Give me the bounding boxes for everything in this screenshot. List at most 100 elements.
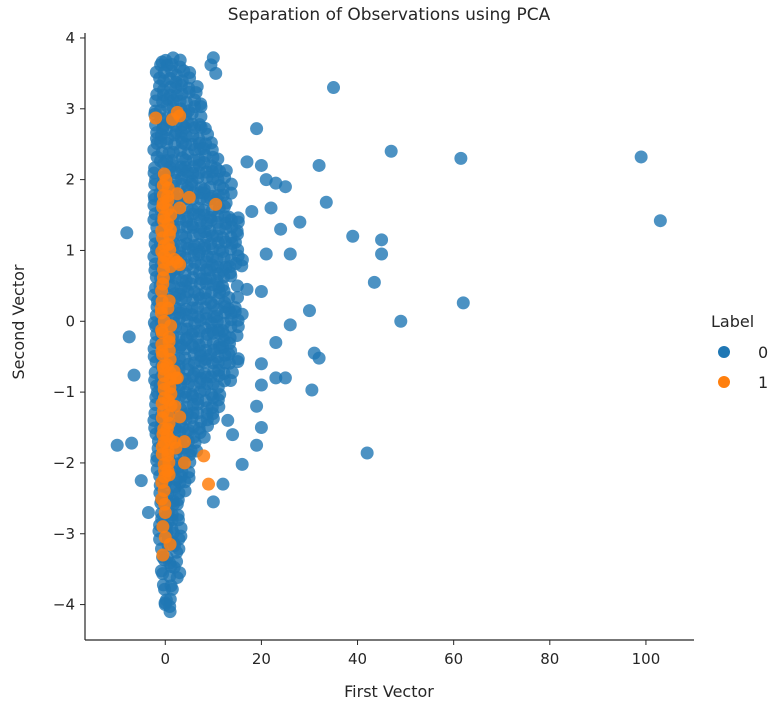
point-series-0 bbox=[278, 371, 292, 385]
point-series-0 bbox=[235, 457, 249, 471]
point-series-0 bbox=[360, 446, 374, 460]
point-series-0 bbox=[173, 566, 187, 580]
point-series-0 bbox=[384, 144, 398, 158]
point-series-0 bbox=[302, 304, 316, 318]
point-series-0 bbox=[254, 357, 268, 371]
x-tick-label: 80 bbox=[540, 650, 559, 668]
point-series-0 bbox=[216, 477, 230, 491]
point-series-0 bbox=[224, 269, 238, 283]
point-series-1 bbox=[173, 109, 187, 123]
point-series-0 bbox=[120, 226, 134, 240]
y-tick-label: −2 bbox=[53, 454, 75, 472]
point-series-0 bbox=[235, 259, 249, 273]
point-series-1 bbox=[155, 284, 169, 298]
point-series-0 bbox=[122, 330, 136, 344]
point-series-0 bbox=[206, 495, 220, 509]
point-series-1 bbox=[156, 548, 170, 562]
point-series-1 bbox=[177, 435, 191, 449]
point-series-0 bbox=[254, 285, 268, 299]
point-series-0 bbox=[240, 282, 254, 296]
point-series-0 bbox=[178, 484, 192, 498]
point-series-0 bbox=[634, 150, 648, 164]
point-series-0 bbox=[269, 336, 283, 350]
point-series-0 bbox=[274, 222, 288, 236]
point-series-1 bbox=[173, 258, 187, 272]
point-series-0 bbox=[653, 214, 667, 228]
legend-label-0: 0 bbox=[758, 343, 768, 362]
point-series-0 bbox=[367, 275, 381, 289]
point-series-0 bbox=[394, 314, 408, 328]
point-series-0 bbox=[305, 383, 319, 397]
y-tick-label: 4 bbox=[65, 29, 75, 47]
point-series-0 bbox=[312, 351, 326, 365]
point-series-1 bbox=[202, 477, 216, 491]
legend-label-1: 1 bbox=[758, 373, 768, 392]
chart-title: Separation of Observations using PCA bbox=[228, 5, 551, 25]
legend-title: Label bbox=[711, 312, 754, 331]
series-1 bbox=[149, 105, 223, 562]
point-series-0 bbox=[231, 355, 245, 369]
point-series-0 bbox=[250, 438, 264, 452]
point-series-0 bbox=[278, 180, 292, 194]
point-series-0 bbox=[312, 158, 326, 172]
legend: Label 0 1 bbox=[711, 312, 768, 392]
point-series-0 bbox=[327, 81, 341, 95]
point-series-1 bbox=[163, 537, 177, 551]
point-series-1 bbox=[158, 506, 172, 520]
y-tick-label: −3 bbox=[53, 525, 75, 543]
x-tick-label: 60 bbox=[444, 650, 463, 668]
point-series-0 bbox=[235, 307, 249, 321]
point-series-1 bbox=[168, 399, 182, 413]
point-series-0 bbox=[194, 100, 208, 114]
y-tick-label: 3 bbox=[65, 100, 75, 118]
y-axis-ticks: 4 3 2 1 0 −1 −2 −3 −4 bbox=[53, 29, 85, 614]
point-series-0 bbox=[454, 151, 468, 165]
point-series-0 bbox=[269, 371, 283, 385]
point-series-0 bbox=[245, 204, 259, 218]
point-series-0 bbox=[224, 186, 238, 200]
point-series-0 bbox=[375, 233, 389, 247]
point-series-0 bbox=[250, 122, 264, 136]
point-series-0 bbox=[110, 438, 124, 452]
point-series-0 bbox=[283, 318, 297, 332]
series-0 bbox=[110, 51, 667, 619]
legend-marker-1 bbox=[718, 376, 730, 388]
point-series-0 bbox=[319, 195, 333, 209]
point-series-1 bbox=[177, 456, 191, 470]
point-series-1 bbox=[197, 449, 211, 463]
point-series-1 bbox=[209, 197, 223, 211]
point-series-0 bbox=[375, 247, 389, 261]
point-series-0 bbox=[264, 201, 278, 215]
point-series-0 bbox=[158, 598, 172, 612]
y-tick-label: −4 bbox=[53, 596, 75, 614]
point-series-1 bbox=[149, 111, 163, 125]
x-tick-label: 0 bbox=[160, 650, 170, 668]
point-series-1 bbox=[170, 187, 184, 201]
point-series-0 bbox=[346, 229, 360, 243]
point-series-0 bbox=[231, 290, 245, 304]
x-axis-ticks: 0 20 40 60 80 100 bbox=[160, 640, 660, 668]
x-tick-label: 20 bbox=[252, 650, 271, 668]
point-series-0 bbox=[170, 497, 184, 511]
point-series-0 bbox=[221, 413, 235, 427]
point-series-0 bbox=[226, 428, 240, 442]
y-tick-label: 1 bbox=[65, 241, 75, 259]
point-series-1 bbox=[173, 201, 187, 215]
point-series-1 bbox=[170, 371, 184, 385]
y-tick-label: 0 bbox=[65, 312, 75, 330]
point-series-0 bbox=[134, 474, 148, 488]
point-series-1 bbox=[173, 410, 187, 424]
x-axis-label: First Vector bbox=[344, 682, 434, 701]
y-tick-label: −1 bbox=[53, 383, 75, 401]
point-series-0 bbox=[259, 247, 273, 261]
point-series-0 bbox=[254, 378, 268, 392]
point-series-0 bbox=[254, 421, 268, 435]
point-series-0 bbox=[283, 247, 297, 261]
point-series-0 bbox=[141, 506, 155, 520]
point-series-0 bbox=[240, 155, 254, 169]
point-series-1 bbox=[156, 520, 170, 534]
x-tick-label: 40 bbox=[348, 650, 367, 668]
x-tick-label: 100 bbox=[632, 650, 661, 668]
point-series-0 bbox=[254, 158, 268, 172]
